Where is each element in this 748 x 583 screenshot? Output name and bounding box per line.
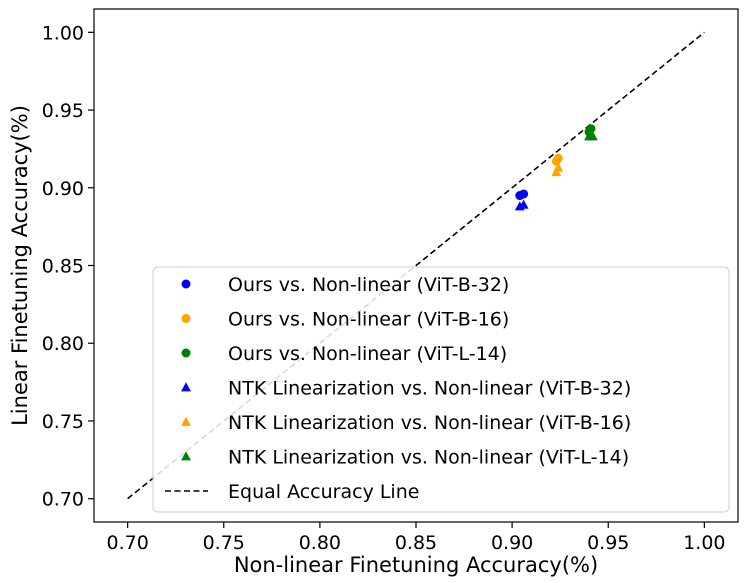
y-tick-label: 0.75 xyxy=(42,411,84,433)
legend: Ours vs. Non-linear (ViT-B-32) Ours vs. N… xyxy=(152,266,730,513)
triangle-point xyxy=(518,199,529,209)
legend-label: Ours vs. Non-linear (ViT-B-16) xyxy=(228,309,509,331)
legend-label: NTK Linearization vs. Non-linear (ViT-L-… xyxy=(228,447,629,469)
legend-label: NTK Linearization vs. Non-linear (ViT-B-… xyxy=(228,412,631,434)
x-tick-label: 0.85 xyxy=(395,532,437,554)
x-tick-label: 0.70 xyxy=(106,532,148,554)
series-3 xyxy=(514,199,529,211)
y-tick-label: 0.70 xyxy=(42,489,84,511)
legend-marker xyxy=(181,314,191,323)
y-axis-ticks: 0.70 0.75 0.80 0.85 0.90 0.95 1.00 xyxy=(42,22,94,511)
x-tick-label: 0.95 xyxy=(587,532,629,554)
data-points-layer xyxy=(514,124,598,211)
circle-point xyxy=(586,124,596,134)
y-tick-label: 1.00 xyxy=(42,22,84,44)
legend-frame xyxy=(152,266,730,513)
y-tick-label: 0.85 xyxy=(42,256,84,278)
series-0 xyxy=(515,189,529,201)
legend-marker xyxy=(181,348,191,358)
legend-marker xyxy=(181,279,191,289)
series-2 xyxy=(584,124,596,137)
y-axis-label: Linear Finetuning Accuracy(%) xyxy=(8,105,32,426)
x-axis-ticks: 0.70 0.75 0.80 0.85 0.90 0.95 1.00 xyxy=(106,522,726,554)
legend-label: Ours vs. Non-linear (ViT-L-14) xyxy=(228,343,507,365)
circle-point xyxy=(553,153,563,163)
legend-marker xyxy=(181,382,191,392)
series-4 xyxy=(551,162,564,177)
series-5 xyxy=(584,131,598,141)
x-tick-label: 0.90 xyxy=(491,532,533,554)
legend-label: Ours vs. Non-linear (ViT-B-32) xyxy=(228,274,509,296)
x-tick-label: 1.00 xyxy=(683,532,725,554)
x-tick-label: 0.80 xyxy=(299,532,341,554)
triangle-point xyxy=(587,131,598,141)
x-axis-label: Non-linear Finetuning Accuracy(%) xyxy=(234,553,598,577)
legend-label: Equal Accuracy Line xyxy=(228,481,419,503)
y-tick-label: 0.80 xyxy=(42,333,84,355)
x-tick-label: 0.75 xyxy=(203,532,245,554)
y-tick-label: 0.90 xyxy=(42,178,84,200)
triangle-point xyxy=(553,162,564,172)
legend-marker xyxy=(181,416,191,426)
triangle-point xyxy=(551,167,562,177)
y-tick-label: 0.95 xyxy=(42,100,84,122)
legend-marker xyxy=(181,451,191,461)
legend-label: NTK Linearization vs. Non-linear (ViT-B-… xyxy=(228,378,631,400)
circle-point xyxy=(519,189,529,199)
